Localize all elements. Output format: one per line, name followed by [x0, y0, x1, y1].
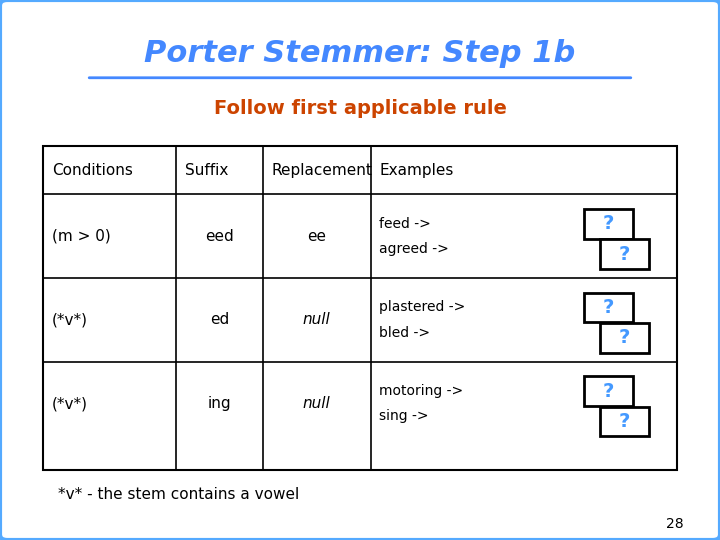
Text: *v* - the stem contains a vowel: *v* - the stem contains a vowel [58, 487, 299, 502]
Text: (*v*): (*v*) [52, 396, 88, 411]
Text: ee: ee [307, 229, 326, 244]
Text: feed ->: feed -> [379, 217, 431, 231]
Text: plastered ->: plastered -> [379, 300, 466, 314]
Text: 28: 28 [667, 517, 684, 531]
Text: Suffix: Suffix [185, 163, 228, 178]
Text: sing ->: sing -> [379, 409, 429, 423]
Text: bled ->: bled -> [379, 326, 431, 340]
Bar [600, 239, 649, 269]
Text: null: null [303, 396, 330, 411]
Bar [43, 146, 677, 470]
Text: Examples: Examples [379, 163, 454, 178]
Text: (*v*): (*v*) [52, 313, 88, 327]
Text: ?: ? [618, 412, 630, 431]
Text: ed: ed [210, 313, 229, 327]
Text: motoring ->: motoring -> [379, 384, 464, 398]
Text: eed: eed [205, 229, 234, 244]
Text: (m > 0): (m > 0) [52, 229, 111, 244]
Text: Replacement: Replacement [271, 163, 372, 178]
Text: ?: ? [603, 298, 614, 317]
Bar [584, 209, 633, 239]
Bar [600, 323, 649, 353]
Text: Porter Stemmer: Step 1b: Porter Stemmer: Step 1b [144, 39, 576, 69]
Text: null: null [303, 313, 330, 327]
Text: Follow first applicable rule: Follow first applicable rule [214, 98, 506, 118]
Text: ?: ? [618, 245, 630, 264]
Text: agreed ->: agreed -> [379, 242, 449, 256]
Text: ?: ? [603, 382, 614, 401]
Text: ?: ? [603, 214, 614, 233]
Bar [600, 407, 649, 436]
Text: ?: ? [618, 328, 630, 347]
Text: ing: ing [208, 396, 231, 411]
Bar [584, 376, 633, 406]
Text: Conditions: Conditions [52, 163, 132, 178]
Bar [584, 293, 633, 322]
